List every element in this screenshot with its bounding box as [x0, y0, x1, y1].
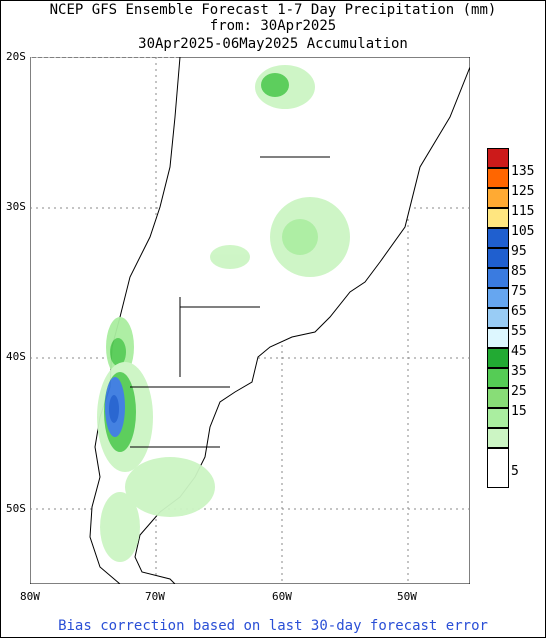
legend-label: 65 — [511, 304, 527, 319]
precip-shading — [97, 65, 350, 562]
lat-label-40s: 40S — [6, 350, 26, 363]
legend-swatch — [487, 368, 509, 388]
legend-label: 125 — [511, 184, 535, 199]
legend-swatch — [487, 228, 509, 248]
legend-label: 85 — [511, 264, 527, 279]
legend-label: 5 — [511, 464, 519, 479]
legend-swatch — [487, 168, 509, 188]
lon-label-50w: 50W — [397, 590, 417, 603]
legend-label: 95 — [511, 244, 527, 259]
legend-label: 15 — [511, 404, 527, 419]
lon-label-60w: 60W — [272, 590, 292, 603]
legend-swatch — [487, 268, 509, 288]
legend-swatch — [487, 188, 509, 208]
legend-label: 45 — [511, 344, 527, 359]
legend-swatch — [487, 288, 509, 308]
lon-label-80w: 80W — [20, 590, 40, 603]
lat-label-50s: 50S — [6, 502, 26, 515]
borders — [130, 156, 330, 448]
legend-swatch — [487, 448, 509, 488]
legend-swatch — [487, 348, 509, 368]
legend-label: 25 — [511, 384, 527, 399]
lat-label-20s: 20S — [6, 50, 26, 63]
legend-swatch — [487, 148, 509, 168]
legend-swatch — [487, 388, 509, 408]
footer-note: Bias correction based on last 30-day for… — [58, 618, 488, 634]
legend-label: 115 — [511, 204, 535, 219]
legend-label: 135 — [511, 164, 535, 179]
legend-swatch — [487, 208, 509, 228]
legend-swatch — [487, 328, 509, 348]
legend-swatch — [487, 408, 509, 428]
title-line-3: 30Apr2025-06May2025 Accumulation — [138, 36, 408, 52]
precipitation-map — [30, 57, 470, 584]
legend-label: 35 — [511, 364, 527, 379]
lat-label-30s: 30S — [6, 200, 26, 213]
legend-swatch — [487, 428, 509, 448]
legend-label: 55 — [511, 324, 527, 339]
legend-swatch — [487, 308, 509, 328]
title-line-1: NCEP GFS Ensemble Forecast 1-7 Day Preci… — [49, 2, 497, 18]
legend-label: 75 — [511, 284, 527, 299]
lon-label-70w: 70W — [145, 590, 165, 603]
legend-swatch — [487, 248, 509, 268]
title-line-2: from: 30Apr2025 — [209, 18, 337, 34]
legend-label: 105 — [511, 224, 535, 239]
